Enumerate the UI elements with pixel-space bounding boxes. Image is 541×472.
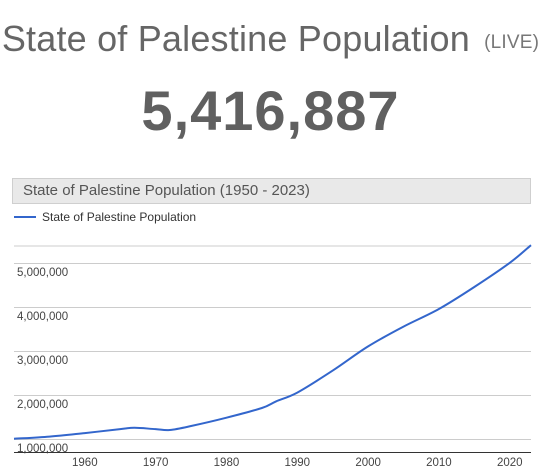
legend-label: State of Palestine Population [42, 210, 196, 224]
y-tick-label: 2,000,000 [17, 399, 68, 411]
y-tick-label: 3,000,000 [17, 355, 68, 367]
x-tick-label: 2010 [426, 457, 452, 469]
x-tick-label: 1990 [284, 457, 310, 469]
live-badge: (LIVE) [484, 32, 540, 53]
y-tick-label: 5,000,000 [17, 267, 68, 279]
y-tick-label: 1,000,000 [17, 443, 68, 455]
population-counter: 5,416,887 [141, 79, 400, 142]
page-title: State of Palestine Population (LIVE) [0, 18, 541, 60]
series-line-0 [13, 244, 532, 440]
chart-gridlines [14, 245, 531, 453]
y-tick-label: 4,000,000 [17, 311, 68, 323]
chart-legend: State of Palestine Population [14, 210, 196, 224]
x-tick-label: 1980 [214, 457, 240, 469]
x-tick-label: 1970 [143, 457, 169, 469]
chart-title: State of Palestine Population (1950 - 20… [12, 178, 531, 204]
y-axis-ticks: 1,000,000 2,000,000 3,000,000 4,000,000 5,00… [17, 267, 68, 455]
x-tick-label: 2000 [355, 457, 381, 469]
chart-series [13, 244, 532, 440]
population-line-chart: State of Palestine Population 1,000,000 2… [13, 210, 532, 469]
x-axis-ticks: 1960 1970 1980 1990 2000 2010 2020 [72, 457, 523, 469]
x-tick-label: 1960 [72, 457, 98, 469]
page-title-text: State of Palestine Population [1, 18, 470, 59]
x-tick-label: 2020 [497, 457, 523, 469]
